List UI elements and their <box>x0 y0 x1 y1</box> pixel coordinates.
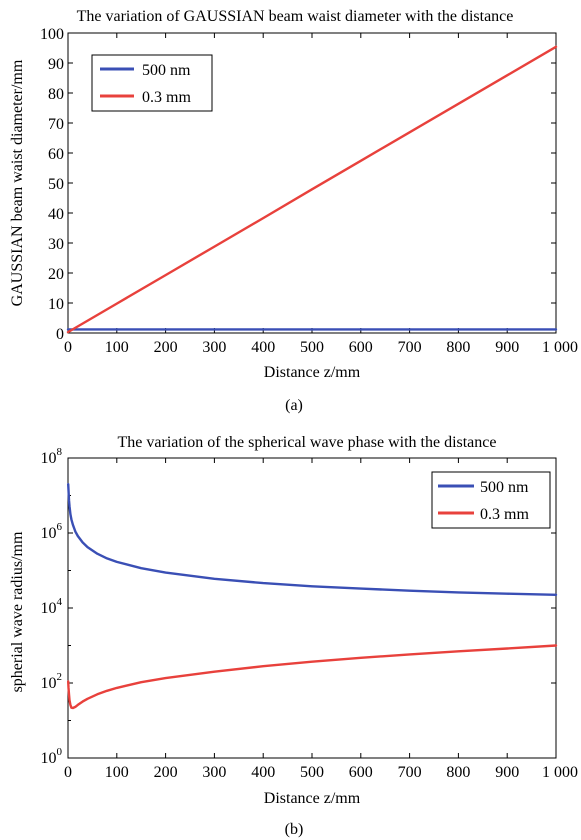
chart-a-legend: 500 nm 0.3 mm <box>91 54 213 112</box>
x-tick-label: 800 <box>446 339 470 356</box>
chart-a-x-axis-label: Distance z/mm <box>264 364 361 381</box>
x-tick-label: 0 <box>64 764 72 781</box>
y-tick-label: 70 <box>48 116 64 133</box>
series-line-0-3-mm <box>66 45 558 334</box>
x-tick-label: 500 <box>300 764 324 781</box>
series-line-0-3-mm <box>66 644 558 710</box>
chart-a-y-axis-label: GAUSSIAN beam waist diameter/mm <box>9 59 26 306</box>
chart-b-title: The variation of the spherical wave phas… <box>118 434 497 451</box>
x-tick-label: 100 <box>105 339 129 356</box>
x-tick-label: 100 <box>105 764 129 781</box>
x-tick-label: 900 <box>495 339 519 356</box>
y-tick-label: 90 <box>48 56 64 73</box>
y-tick-label: 100 <box>41 746 63 767</box>
chart-b-legend: 500 nm 0.3 mm <box>431 471 551 529</box>
x-tick-label: 600 <box>349 339 373 356</box>
x-tick-label: 0 <box>64 339 72 356</box>
x-tick-label: 700 <box>398 764 422 781</box>
chart-b-series <box>66 483 558 710</box>
x-tick-label: 200 <box>154 339 178 356</box>
chart-a-legend-box <box>91 54 213 112</box>
y-tick-label: 106 <box>41 521 63 542</box>
y-tick-label: 60 <box>48 146 64 163</box>
y-tick-label: 20 <box>48 266 64 283</box>
series-line-500-nm <box>66 483 558 596</box>
x-tick-label: 800 <box>446 764 470 781</box>
y-tick-label: 40 <box>48 206 64 223</box>
chart-b-y-ticks: 100 102 104 106 108 <box>41 446 556 767</box>
x-tick-label: 400 <box>251 764 275 781</box>
y-tick-label: 50 <box>48 176 64 193</box>
chart-a-legend-label-500nm: 500 nm <box>142 62 191 79</box>
x-tick-label: 600 <box>349 764 373 781</box>
chart-a-caption: (a) <box>285 397 303 414</box>
y-tick-label: 100 <box>40 26 64 43</box>
x-tick-label: 900 <box>495 764 519 781</box>
chart-a-title: The variation of GAUSSIAN beam waist dia… <box>77 8 514 25</box>
y-tick-label: 0 <box>56 326 64 343</box>
chart-b-x-ticks: 0 100 200 300 400 500 600 700 800 900 1 000 <box>64 458 578 781</box>
x-tick-label: 700 <box>398 339 422 356</box>
y-tick-label: 108 <box>41 446 63 467</box>
x-tick-label: 300 <box>202 764 226 781</box>
chart-a: The variation of GAUSSIAN beam waist dia… <box>9 8 578 414</box>
chart-b-caption: (b) <box>285 821 304 838</box>
x-tick-label: 200 <box>154 764 178 781</box>
y-tick-label: 80 <box>48 86 64 103</box>
chart-b-legend-box <box>431 471 551 529</box>
chart-b-y-axis-label: spherial wave radius/mm <box>9 531 26 692</box>
chart-b-legend-label-0-3mm: 0.3 mm <box>480 506 529 523</box>
x-tick-label: 500 <box>300 339 324 356</box>
chart-a-series <box>66 45 558 334</box>
x-tick-label: 400 <box>251 339 275 356</box>
chart-a-legend-label-0-3mm: 0.3 mm <box>142 89 191 106</box>
x-tick-label: 300 <box>202 339 226 356</box>
y-tick-label: 104 <box>41 596 63 617</box>
y-tick-label: 102 <box>41 671 63 692</box>
chart-a-y-ticks: 0 10 20 30 40 50 60 70 80 90 100 <box>40 26 556 343</box>
chart-b-legend-label-500nm: 500 nm <box>480 479 529 496</box>
y-tick-label: 10 <box>48 296 64 313</box>
x-tick-label: 1 000 <box>542 339 578 356</box>
chart-b: The variation of the spherical wave phas… <box>9 434 578 838</box>
chart-b-x-axis-label: Distance z/mm <box>264 790 361 807</box>
y-tick-label: 30 <box>48 236 64 253</box>
x-tick-label: 1 000 <box>542 764 578 781</box>
